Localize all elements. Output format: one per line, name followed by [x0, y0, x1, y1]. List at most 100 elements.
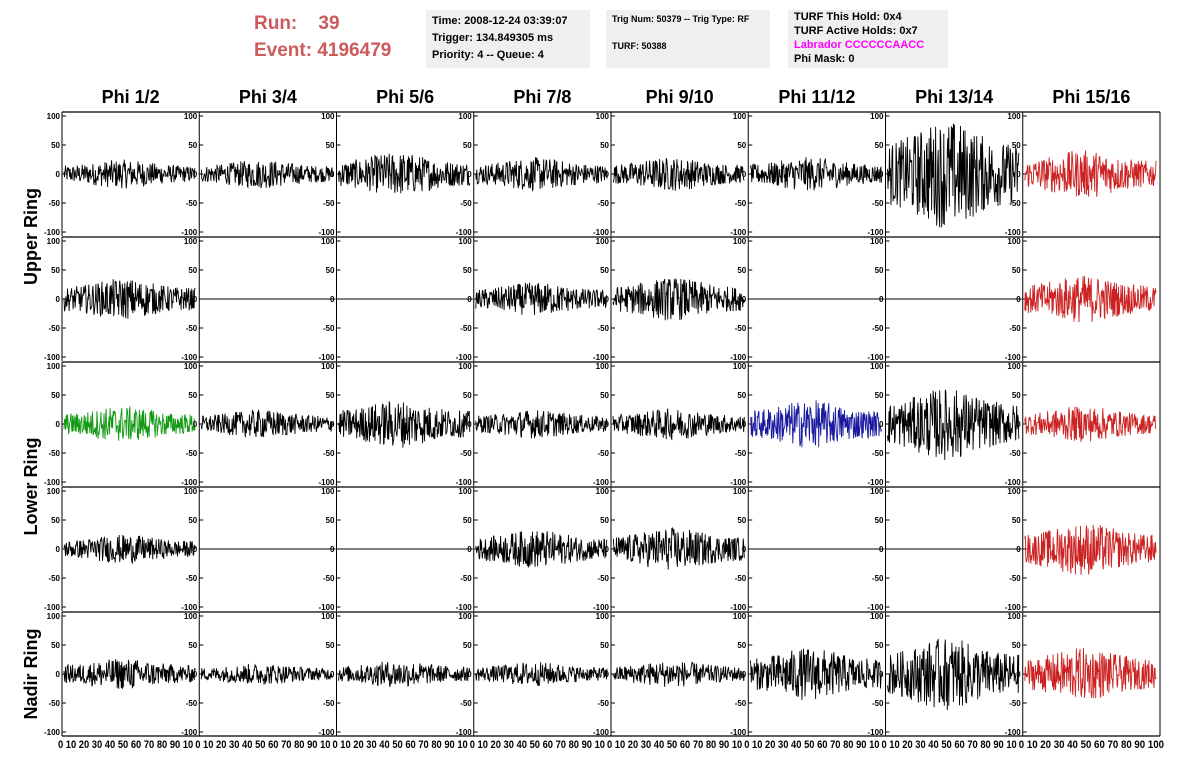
y-tick-label: -50 — [872, 199, 884, 208]
panel-r4-c8: 100 50 0 -50 -100 — [1005, 487, 1157, 612]
panel-r5-c8: 100 50 0 -50 -100 — [1005, 612, 1157, 737]
y-tick-label: 100 — [1007, 612, 1021, 621]
y-tick-label: 0 — [467, 670, 472, 679]
phi-label-4: Phi 7/8 — [513, 87, 571, 107]
panel-r4-c5: 100 50 0 -50 -100 — [593, 487, 745, 612]
y-tick-label: -50 — [735, 449, 747, 458]
y-tick-label: 100 — [184, 487, 198, 496]
y-tick-label: -50 — [597, 449, 609, 458]
y-tick-label: 50 — [875, 266, 884, 275]
waveform-black — [200, 161, 333, 189]
waveform-black — [887, 638, 1020, 711]
y-tick-label: -50 — [186, 324, 198, 333]
y-tick-label: -50 — [186, 199, 198, 208]
y-tick-label: 100 — [596, 112, 610, 121]
waveform-red — [1024, 275, 1157, 323]
y-tick-label: 0 — [879, 295, 884, 304]
y-tick-label: 100 — [733, 362, 747, 371]
y-tick-label: 50 — [1012, 141, 1021, 150]
y-tick-label: -50 — [323, 574, 335, 583]
waveform-black — [612, 661, 745, 687]
waveform-black — [63, 159, 196, 189]
y-tick-label: 0 — [56, 295, 61, 304]
panel-r3-c2: 100 50 0 -50 -100 — [181, 362, 333, 487]
y-tick-label: -50 — [186, 574, 198, 583]
y-tick-label: -100 — [1005, 603, 1022, 612]
waveform-black — [749, 157, 882, 191]
y-tick-label: -50 — [872, 574, 884, 583]
waveform-black — [749, 648, 882, 701]
waveform-black — [612, 527, 745, 570]
y-tick-label: 0 — [467, 420, 472, 429]
y-tick-label: 50 — [188, 266, 197, 275]
y-tick-label: 50 — [326, 266, 335, 275]
y-tick-label: 0 — [605, 545, 610, 554]
panel-r2-c4: 100 50 0 -50 -100 — [456, 237, 608, 362]
y-tick-label: 100 — [321, 237, 335, 246]
panel-r5-c1: 100 50 0 -50 -100 — [44, 612, 196, 737]
y-tick-label: -50 — [1009, 699, 1021, 708]
y-tick-label: -100 — [181, 353, 198, 362]
y-tick-label: 100 — [47, 237, 61, 246]
panel-r1-c5: 100 50 0 -50 -100 — [593, 112, 745, 237]
y-tick-label: -100 — [730, 603, 747, 612]
y-tick-label: 0 — [742, 170, 747, 179]
phi-label-2: Phi 3/4 — [239, 87, 297, 107]
y-tick-label: -100 — [1005, 728, 1022, 737]
waveform-red — [1024, 524, 1157, 575]
y-tick-label: 0 — [467, 295, 472, 304]
y-tick-label: 50 — [1012, 641, 1021, 650]
y-tick-label: 100 — [47, 612, 61, 621]
panel-r5-c6: 100 50 0 -50 -100 — [730, 612, 882, 737]
y-tick-label: 0 — [1016, 670, 1021, 679]
panel-r3-c7: 100 50 0 -50 -100 — [867, 362, 1020, 487]
waveform-black — [338, 401, 471, 448]
waveform-black — [475, 531, 608, 568]
y-tick-label: -100 — [181, 728, 198, 737]
y-tick-label: -50 — [735, 699, 747, 708]
y-tick-label: -50 — [597, 699, 609, 708]
y-tick-label: 0 — [742, 670, 747, 679]
trig-info-box: Trig Num: 50379 -- Trig Type: RF TURF: 5… — [606, 10, 770, 68]
y-tick-label: 50 — [463, 266, 472, 275]
y-tick-label: -50 — [48, 449, 60, 458]
time-text: Time: 2008-12-24 03:39:07 — [432, 15, 568, 27]
y-tick-label: -50 — [460, 324, 472, 333]
y-tick-label: -100 — [44, 353, 61, 362]
x-tick-labels-col-6: 0 10 20 30 40 50 60 70 80 90 10 — [744, 739, 879, 751]
y-tick-label: -50 — [872, 324, 884, 333]
panel-r2-c7: 100 50 0 -50 -100 — [867, 237, 1022, 362]
panel-r5-c2: 100 50 0 -50 -100 — [181, 612, 333, 737]
labrador-text: Labrador CCCCCCAACC — [794, 39, 925, 51]
y-tick-label: -100 — [730, 478, 747, 487]
y-tick-label: 100 — [458, 237, 472, 246]
y-tick-label: 100 — [870, 112, 884, 121]
y-tick-label: -50 — [460, 199, 472, 208]
y-tick-label: 100 — [47, 112, 61, 121]
panel-r1-c8: 100 50 0 -50 -100 — [1005, 112, 1157, 237]
waveform-black — [475, 282, 608, 316]
panel-r1-c1: 100 50 0 -50 -100 — [44, 112, 196, 237]
y-tick-label: 100 — [733, 112, 747, 121]
waveform-red — [1024, 647, 1157, 699]
panel-r3-c4: 100 50 0 -50 -100 — [456, 362, 608, 487]
waveform-blue — [749, 400, 882, 448]
y-tick-label: -100 — [318, 728, 335, 737]
y-tick-label: -50 — [735, 574, 747, 583]
y-tick-label: 50 — [463, 391, 472, 400]
waveform-black — [612, 157, 745, 191]
panel-r1-c7: 100 50 0 -50 -100 — [867, 112, 1020, 237]
y-tick-label: -100 — [456, 478, 473, 487]
y-tick-label: 100 — [1007, 362, 1021, 371]
y-tick-label: -100 — [456, 228, 473, 237]
y-tick-label: 0 — [193, 545, 198, 554]
turf-this-hold-text: TURF This Hold: 0x4 — [794, 11, 902, 23]
waveform-black — [338, 661, 471, 687]
y-tick-label: -50 — [323, 324, 335, 333]
y-tick-label: 100 — [870, 237, 884, 246]
y-tick-label: 50 — [51, 141, 60, 150]
x-tick-labels-col-1: 0 10 20 30 40 50 60 70 80 90 10 — [58, 739, 193, 751]
phi-label-8: Phi 15/16 — [1052, 87, 1130, 107]
y-tick-label: 50 — [463, 641, 472, 650]
y-tick-label: 50 — [737, 641, 746, 650]
